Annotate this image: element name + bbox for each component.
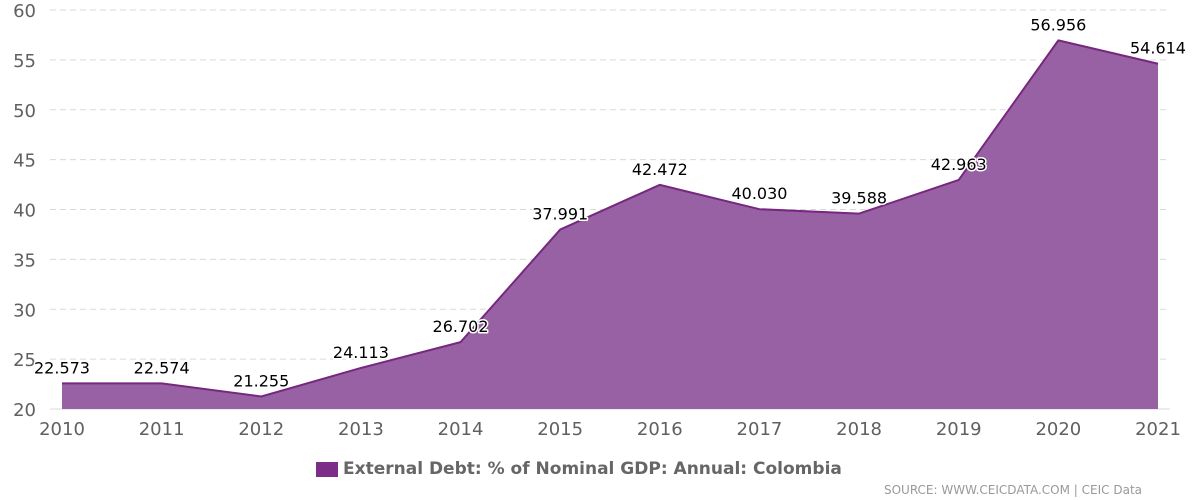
x-tick-label: 2017 — [737, 419, 783, 440]
x-tick-label: 2019 — [936, 419, 982, 440]
data-label: 40.030 — [731, 184, 787, 203]
data-label: 24.113 — [333, 343, 389, 362]
y-tick-label: 25 — [13, 350, 36, 371]
x-tick-label: 2011 — [139, 419, 185, 440]
source-credit: SOURCE: WWW.CEICDATA.COM | CEIC Data — [883, 483, 1142, 497]
x-tick-label: 2010 — [39, 419, 85, 440]
data-label: 26.702 — [433, 317, 489, 336]
y-axis: 20 25 30 35 40 45 50 55 60 — [13, 1, 36, 421]
x-tick-label: 2013 — [338, 419, 384, 440]
data-label: 22.573 — [34, 358, 90, 377]
y-tick-label: 35 — [13, 250, 36, 271]
y-tick-label: 60 — [13, 1, 36, 22]
data-label: 21.255 — [233, 371, 289, 390]
y-tick-label: 55 — [13, 51, 36, 72]
legend[interactable]: External Debt: % of Nominal GDP: Annual:… — [316, 459, 842, 479]
x-tick-label: 2014 — [438, 419, 484, 440]
x-tick-label: 2018 — [836, 419, 882, 440]
data-label: 37.991 — [532, 205, 588, 224]
x-tick-label: 2020 — [1035, 419, 1081, 440]
data-label: 22.574 — [134, 358, 190, 377]
data-label: 54.614 — [1130, 39, 1186, 58]
legend-swatch — [316, 461, 338, 477]
y-tick-label: 50 — [13, 101, 36, 122]
series-area-fill — [62, 40, 1158, 410]
y-tick-label: 20 — [13, 400, 36, 421]
legend-label: External Debt: % of Nominal GDP: Annual:… — [343, 459, 842, 479]
series-area — [61, 39, 1159, 410]
data-label: 42.472 — [632, 160, 688, 179]
x-tick-label: 2016 — [637, 419, 683, 440]
data-label: 56.956 — [1030, 15, 1086, 34]
data-labels: 22.573 22.574 21.255 24.113 26.702 37.991 42.4… — [33, 14, 1188, 392]
data-label: 39.588 — [831, 189, 887, 208]
x-axis: 2010 2011 2012 2013 2014 2015 2016 2017 2018 2019… — [39, 419, 1181, 440]
y-tick-label: 30 — [13, 300, 36, 321]
x-tick-label: 2021 — [1135, 419, 1181, 440]
y-tick-label: 45 — [13, 151, 36, 172]
x-tick-label: 2015 — [537, 419, 583, 440]
data-label: 42.963 — [931, 155, 987, 174]
series-line[interactable] — [61, 39, 1159, 398]
x-tick-label: 2012 — [238, 419, 284, 440]
y-tick-label: 40 — [13, 201, 36, 222]
